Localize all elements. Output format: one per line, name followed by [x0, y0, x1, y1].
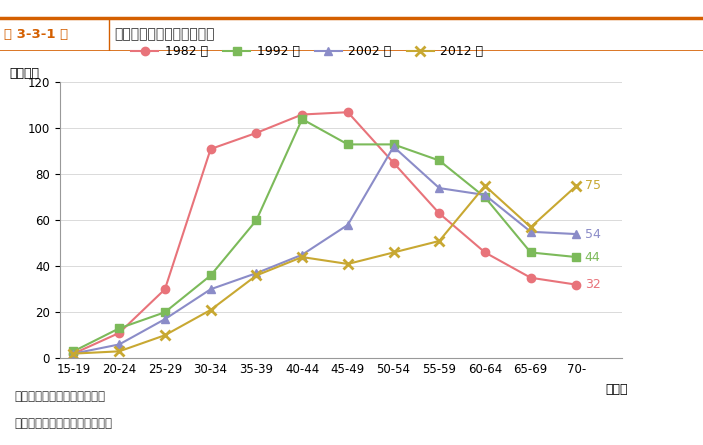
2012 年 [70, 351, 78, 356]
2002 年 [207, 287, 215, 292]
1982 年 [572, 282, 581, 287]
1982 年 [527, 275, 535, 280]
2012 年 [572, 183, 581, 189]
1992 年 [161, 310, 169, 315]
2012 年 [207, 307, 215, 312]
1992 年 [252, 218, 261, 223]
2012 年 [481, 183, 489, 189]
1982 年 [389, 160, 398, 166]
2012 年 [435, 239, 444, 244]
1982 年 [435, 211, 444, 216]
2002 年 [344, 222, 352, 227]
2002 年 [435, 186, 444, 191]
Text: 44: 44 [585, 251, 600, 263]
Legend: 1982 年, 1992 年, 2002 年, 2012 年: 1982 年, 1992 年, 2002 年, 2012 年 [126, 40, 489, 63]
1992 年 [298, 117, 307, 122]
Line: 2002 年: 2002 年 [70, 142, 581, 358]
2002 年 [161, 316, 169, 322]
2002 年 [527, 229, 535, 235]
2002 年 [389, 144, 398, 150]
Text: 75: 75 [585, 179, 600, 192]
1982 年 [207, 146, 215, 152]
2012 年 [115, 349, 124, 354]
Text: 54: 54 [585, 227, 600, 241]
1982 年 [481, 250, 489, 255]
2012 年 [344, 261, 352, 267]
1992 年 [115, 326, 124, 331]
Text: （万人）: （万人） [9, 67, 39, 80]
2012 年 [161, 332, 169, 338]
2002 年 [298, 252, 307, 257]
1992 年 [207, 273, 215, 278]
Text: 年齢階級別自営業主の推移: 年齢階級別自営業主の推移 [114, 28, 214, 41]
1982 年 [161, 287, 169, 292]
2002 年 [252, 271, 261, 276]
1992 年 [70, 349, 78, 354]
Text: （注）非農林業について集計。: （注）非農林業について集計。 [14, 417, 112, 430]
Line: 2012 年: 2012 年 [69, 181, 581, 359]
Text: 32: 32 [585, 278, 600, 291]
Text: 資料：総務省「労働力調査」: 資料：総務省「労働力調査」 [14, 391, 105, 404]
2002 年 [115, 342, 124, 347]
1992 年 [527, 250, 535, 255]
1982 年 [298, 112, 307, 117]
2002 年 [70, 351, 78, 356]
2012 年 [389, 250, 398, 255]
Text: 第 3-3-1 図: 第 3-3-1 図 [4, 28, 67, 41]
1992 年 [344, 142, 352, 147]
1992 年 [481, 194, 489, 200]
Line: 1992 年: 1992 年 [70, 115, 581, 356]
1982 年 [252, 130, 261, 136]
1982 年 [115, 330, 124, 336]
2012 年 [252, 273, 261, 278]
1982 年 [70, 351, 78, 356]
1992 年 [389, 142, 398, 147]
2002 年 [572, 231, 581, 237]
1992 年 [435, 158, 444, 163]
1982 年 [344, 109, 352, 115]
Line: 1982 年: 1982 年 [70, 108, 581, 358]
Text: （歳）: （歳） [605, 383, 628, 396]
2012 年 [527, 224, 535, 230]
2012 年 [298, 255, 307, 260]
2002 年 [481, 192, 489, 198]
1992 年 [572, 255, 581, 260]
